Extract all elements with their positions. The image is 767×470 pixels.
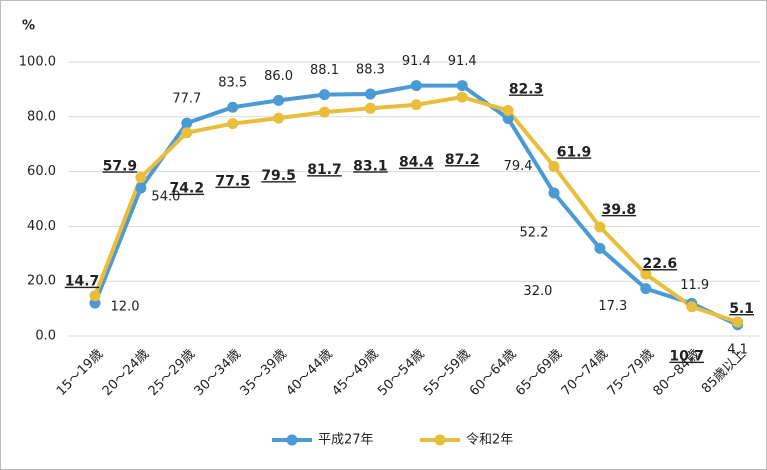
point	[640, 283, 652, 295]
point	[319, 106, 330, 118]
data-label: 22.6	[643, 256, 678, 272]
point	[548, 187, 560, 199]
point	[594, 242, 606, 254]
point	[732, 316, 744, 328]
point	[502, 104, 514, 116]
point	[181, 127, 193, 139]
data-label: 5.1	[729, 301, 754, 317]
y-tick-label: 0.0	[35, 329, 56, 344]
data-label: 57.9	[103, 158, 138, 174]
data-label: 87.2	[445, 152, 480, 168]
y-tick-label: 60.0	[27, 164, 56, 179]
y-tick-label: 100.0	[19, 55, 56, 70]
data-label: 17.3	[598, 299, 627, 314]
legend-marker	[434, 434, 446, 446]
point	[410, 80, 422, 92]
data-label: 32.0	[523, 284, 552, 299]
data-label: 84.4	[399, 155, 434, 171]
point	[181, 117, 193, 129]
data-label: 88.1	[310, 63, 339, 78]
data-label: 61.9	[557, 144, 592, 160]
point	[135, 171, 147, 183]
data-label: 91.4	[448, 54, 477, 69]
data-label: 83.5	[218, 76, 247, 91]
data-label: 52.2	[520, 225, 549, 240]
point	[135, 182, 147, 194]
data-label: 39.8	[602, 202, 637, 218]
data-label: 91.4	[402, 54, 431, 69]
legend-marker	[286, 434, 298, 446]
data-label: 4.1	[727, 342, 748, 357]
point	[502, 112, 514, 124]
point	[273, 94, 285, 106]
data-label: 14.7	[65, 274, 100, 290]
data-label: 12.0	[111, 300, 140, 315]
point	[227, 118, 239, 130]
data-label: 81.7	[307, 162, 342, 178]
data-label: 88.3	[356, 63, 385, 78]
point	[364, 102, 376, 114]
data-label: 79.5	[261, 168, 296, 184]
data-label: 54.0	[151, 190, 180, 205]
point	[364, 88, 376, 100]
data-label: 83.1	[353, 158, 388, 174]
data-label: 10.7	[669, 349, 704, 365]
point	[640, 268, 652, 280]
point	[89, 290, 101, 302]
data-label: 86.0	[264, 69, 293, 84]
point	[686, 301, 698, 313]
data-label: 82.3	[509, 81, 544, 97]
y-unit: %	[22, 19, 35, 34]
data-label: 77.7	[172, 92, 201, 107]
legend-label: 平成27年	[318, 433, 374, 448]
y-tick-label: 20.0	[27, 274, 56, 289]
data-label: 74.2	[170, 181, 205, 197]
legend-label: 令和2年	[466, 433, 513, 448]
data-label: 79.4	[504, 159, 533, 174]
point	[456, 91, 468, 103]
point	[227, 101, 239, 113]
point	[273, 112, 285, 124]
point	[456, 80, 468, 92]
y-tick-label: 80.0	[27, 109, 56, 124]
data-label: 11.9	[680, 278, 709, 293]
point	[548, 160, 560, 172]
point	[594, 221, 606, 233]
y-tick-label: 40.0	[27, 219, 56, 234]
point	[319, 89, 330, 101]
data-label: 77.5	[215, 174, 250, 190]
point	[410, 99, 422, 111]
